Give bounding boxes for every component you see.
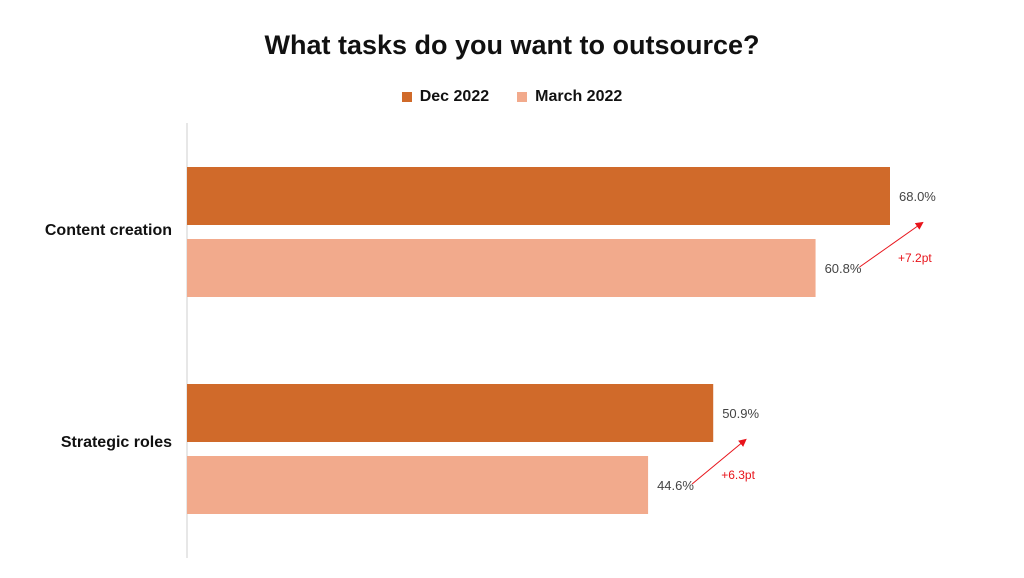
value-label-strategic-roles-dec-2022: 50.9% [722, 406, 759, 421]
legend: Dec 2022 March 2022 [0, 88, 1024, 106]
bar-strategic-roles-dec-2022 [187, 384, 714, 442]
legend-swatch-dec-2022 [401, 92, 412, 102]
bar-content-creation-march-2022 [187, 239, 816, 297]
legend-label-dec-2022: Dec 2022 [419, 88, 490, 105]
change-label-content-creation: +7.2pt [898, 251, 932, 265]
category-label-strategic-roles: Strategic roles [60, 434, 172, 451]
bar-strategic-roles-march-2022 [187, 456, 649, 514]
value-label-content-creation-dec-2022: 68.0% [899, 189, 936, 204]
value-label-strategic-roles-march-2022: 44.6% [657, 478, 694, 493]
change-arrow-strategic-roles [691, 438, 747, 485]
legend-item-dec-2022: Dec 2022 [401, 88, 490, 106]
chart-title: What tasks do you want to outsource? [264, 30, 760, 60]
change-label-strategic-roles: +6.3pt [721, 468, 755, 482]
bar-content-creation-dec-2022 [187, 167, 890, 225]
value-label-content-creation-march-2022: 60.8% [825, 261, 862, 276]
change-arrow-content-creation [859, 221, 924, 268]
legend-item-march-2022: March 2022 [517, 88, 622, 106]
legend-swatch-march-2022 [517, 92, 528, 102]
category-label-content-creation: Content creation [44, 222, 172, 239]
legend-label-march-2022: March 2022 [535, 88, 623, 105]
